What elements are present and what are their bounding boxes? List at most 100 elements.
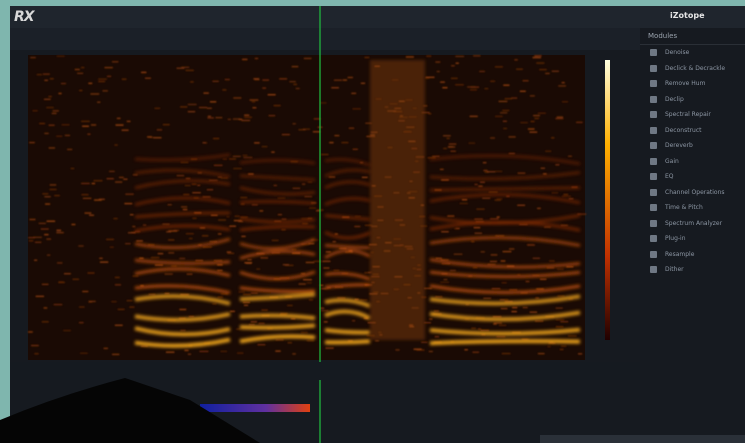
- module-icon: [650, 173, 657, 180]
- spectrogram-texture: [81, 67, 84, 69]
- module-label: Dereverb: [665, 142, 693, 149]
- spectrogram-texture: [210, 101, 216, 103]
- spectrogram-texture: [259, 323, 265, 325]
- spectrogram-texture: [39, 223, 46, 225]
- spectrogram-texture: [163, 124, 170, 126]
- spectrogram-texture: [275, 350, 280, 352]
- spectrogram-texture: [50, 78, 54, 80]
- spectrogram-texture: [531, 121, 535, 123]
- spectrogram-texture: [307, 340, 314, 342]
- spectrogram-texture: [171, 265, 176, 267]
- module-item[interactable]: Denoise: [640, 45, 745, 61]
- spectrogram-texture: [58, 282, 65, 284]
- spectrogram-texture: [556, 307, 563, 309]
- module-item[interactable]: Channel Operations: [640, 185, 745, 201]
- spectrogram-texture: [426, 55, 431, 57]
- spectrogram-texture: [168, 239, 174, 241]
- spectrogram-texture: [39, 123, 45, 125]
- spectrogram-texture: [168, 230, 177, 232]
- spectrogram-texture: [62, 124, 70, 126]
- module-item[interactable]: EQ: [640, 169, 745, 185]
- spectrogram-texture: [516, 68, 523, 70]
- spectrogram-texture: [557, 268, 564, 270]
- module-item[interactable]: Declick & Decrackle: [640, 61, 745, 77]
- spectrogram-texture: [181, 67, 189, 69]
- spectrogram-texture: [568, 155, 572, 157]
- spectrogram-texture: [325, 347, 333, 349]
- spectrogram-texture: [448, 146, 455, 148]
- spectrogram-texture: [251, 292, 258, 294]
- module-item[interactable]: Spectral Repair: [640, 107, 745, 123]
- spectrogram-texture: [46, 107, 54, 109]
- spectrogram-texture: [450, 150, 455, 152]
- spectrogram-texture: [141, 72, 146, 74]
- spectrogram-texture: [499, 101, 508, 103]
- spectrogram-texture: [259, 210, 263, 212]
- spectrogram-texture: [343, 79, 347, 81]
- module-item[interactable]: Deconstruct: [640, 123, 745, 139]
- spectrogram-texture: [255, 58, 258, 60]
- spectrogram-texture: [304, 196, 312, 198]
- module-item[interactable]: Declip: [640, 92, 745, 108]
- spectrogram-texture: [127, 121, 131, 123]
- spectrogram-texture: [434, 310, 439, 312]
- module-item[interactable]: Plug-in: [640, 231, 745, 247]
- spectrogram-texture: [526, 281, 530, 283]
- module-item[interactable]: Gain: [640, 154, 745, 170]
- spectrogram-texture: [473, 267, 477, 269]
- spectrogram-texture: [262, 87, 266, 89]
- spectrogram-texture: [179, 309, 186, 311]
- app-window: [0, 0, 745, 443]
- spectrogram-texture: [107, 76, 111, 78]
- spectrogram-texture: [481, 251, 485, 253]
- spectrogram-texture: [523, 80, 529, 82]
- module-item[interactable]: Spectrum Analyzer: [640, 216, 745, 232]
- module-item[interactable]: Resample: [640, 247, 745, 263]
- spectrogram-texture: [561, 345, 566, 347]
- spectrogram-texture: [57, 262, 62, 264]
- spectrogram-texture: [243, 294, 251, 296]
- spectrogram-texture: [99, 258, 103, 260]
- spectrogram-texture: [81, 183, 90, 185]
- spectrogram-texture: [102, 90, 107, 92]
- spectrogram-texture: [268, 94, 276, 96]
- module-icon: [650, 111, 657, 118]
- module-item[interactable]: Dither: [640, 262, 745, 278]
- spectrogram-texture: [353, 108, 361, 110]
- module-item[interactable]: Time & Pitch: [640, 200, 745, 216]
- spectrogram-texture: [289, 81, 295, 83]
- spectrogram-texture: [218, 233, 222, 235]
- spectrogram-texture: [204, 142, 207, 144]
- spectrogram-texture: [436, 258, 442, 260]
- spectrogram-texture: [430, 341, 580, 343]
- spectrogram-texture: [454, 228, 459, 230]
- spectrogram-texture: [321, 154, 329, 156]
- spectrogram-texture: [440, 81, 445, 83]
- spectrogram-texture: [578, 353, 582, 355]
- spectrogram-texture: [88, 83, 92, 85]
- spectrogram-texture: [177, 175, 185, 177]
- spectrogram-texture: [168, 252, 174, 254]
- module-item[interactable]: Dereverb: [640, 138, 745, 154]
- spectrogram-texture: [218, 296, 223, 298]
- spectrogram-texture: [44, 234, 48, 236]
- module-item[interactable]: Remove Hum: [640, 76, 745, 92]
- module-label: Remove Hum: [665, 80, 705, 87]
- spectrogram-texture: [485, 171, 489, 173]
- spectrogram-texture: [496, 336, 505, 338]
- spectrogram-texture: [242, 59, 247, 61]
- spectrogram-texture: [512, 307, 517, 309]
- spectrogram-texture: [293, 123, 296, 125]
- spectrogram-texture: [296, 88, 300, 90]
- spectrogram-texture: [28, 237, 35, 239]
- spectrogram-texture: [122, 78, 127, 80]
- spectrogram-texture: [547, 346, 550, 348]
- screenshot: RX iZotope Modules DenoiseDeclick & Decr…: [0, 0, 745, 443]
- spectrogram-texture: [82, 291, 88, 293]
- module-icon: [650, 127, 657, 134]
- spectrogram-texture: [299, 283, 306, 285]
- spectrogram-texture: [243, 302, 250, 304]
- level-meter: [200, 404, 310, 412]
- spectrogram-texture: [47, 220, 56, 222]
- spectrogram-texture: [271, 151, 274, 153]
